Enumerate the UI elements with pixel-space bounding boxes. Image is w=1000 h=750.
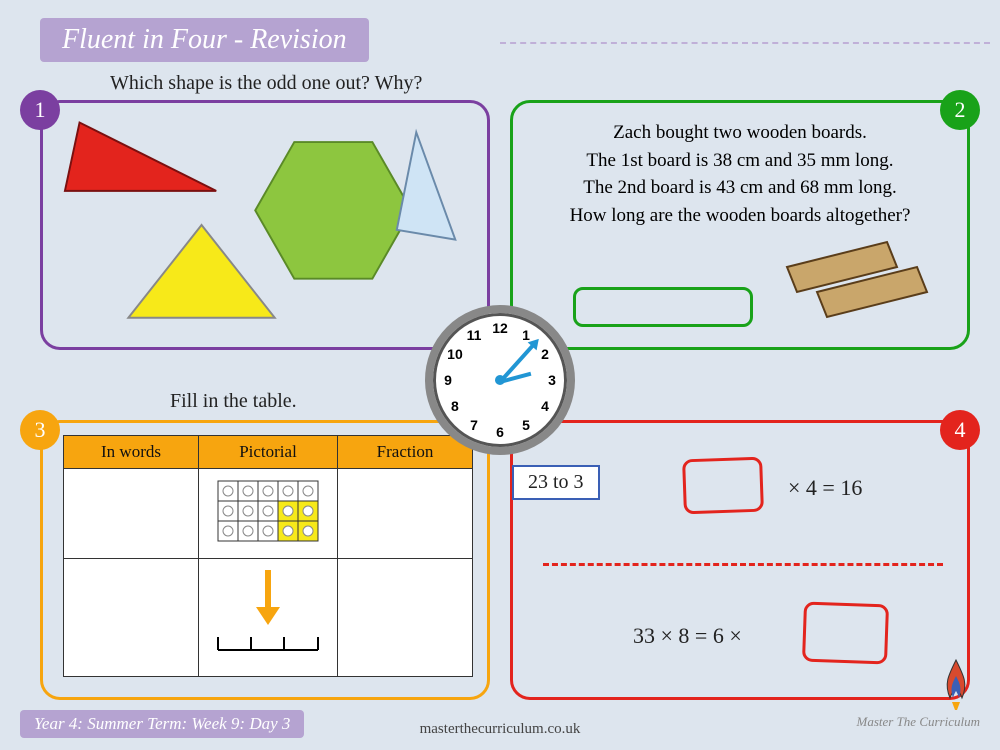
page-title: Fluent in Four - Revision xyxy=(40,18,369,62)
q1-shapes xyxy=(43,103,487,347)
clock-time-label: 23 to 3 xyxy=(512,465,600,500)
q3-box: In words Pictorial Fraction xyxy=(40,420,490,700)
col-header: In words xyxy=(101,442,161,461)
q2-badge: 2 xyxy=(940,90,980,130)
q4-divider xyxy=(543,563,943,566)
q4-answer-slot-2[interactable] xyxy=(802,602,889,665)
q4-eq1: × 4 = 16 xyxy=(788,475,862,501)
cell-pictorial-2 xyxy=(198,559,337,677)
q4-eq2: 33 × 8 = 6 × xyxy=(633,623,742,649)
brand-logo-icon xyxy=(938,658,974,712)
cell-words-2[interactable] xyxy=(64,559,199,677)
cell-fraction-2[interactable] xyxy=(338,559,473,677)
q2-line: Zach bought two wooden boards. xyxy=(533,119,947,147)
q2-line: How long are the wooden boards altogethe… xyxy=(533,202,947,230)
brand-label: Master The Curriculum xyxy=(857,714,981,730)
clock: 123456789101112 xyxy=(425,305,575,455)
cell-words[interactable] xyxy=(64,469,199,559)
q2-answer-slot[interactable] xyxy=(573,287,753,327)
footer-url: masterthecurriculum.co.uk xyxy=(420,721,581,738)
q2-box: Zach bought two wooden boards. The 1st b… xyxy=(510,100,970,350)
q2-text: Zach bought two wooden boards. The 1st b… xyxy=(513,103,967,245)
cell-pictorial xyxy=(198,469,337,559)
cell-fraction[interactable] xyxy=(338,469,473,559)
q4-answer-slot-1[interactable] xyxy=(682,457,764,515)
q3-table: In words Pictorial Fraction xyxy=(63,435,473,677)
q4-box: × 4 = 16 33 × 8 = 6 × xyxy=(510,420,970,700)
q1-prompt: Which shape is the odd one out? Why? xyxy=(110,72,422,95)
q4-badge: 4 xyxy=(940,410,980,450)
q2-line: The 2nd board is 43 cm and 68 mm long. xyxy=(533,174,947,202)
q1-badge: 1 xyxy=(20,90,60,130)
q1-box xyxy=(40,100,490,350)
q3-prompt: Fill in the table. xyxy=(170,390,297,413)
footer-meta: Year 4: Summer Term: Week 9: Day 3 xyxy=(20,710,304,738)
wooden-boards-icon xyxy=(777,237,937,332)
q2-line: The 1st board is 38 cm and 35 mm long. xyxy=(533,147,947,175)
q3-badge: 3 xyxy=(20,410,60,450)
col-header: Pictorial xyxy=(239,442,297,461)
header-dashes xyxy=(500,42,990,44)
